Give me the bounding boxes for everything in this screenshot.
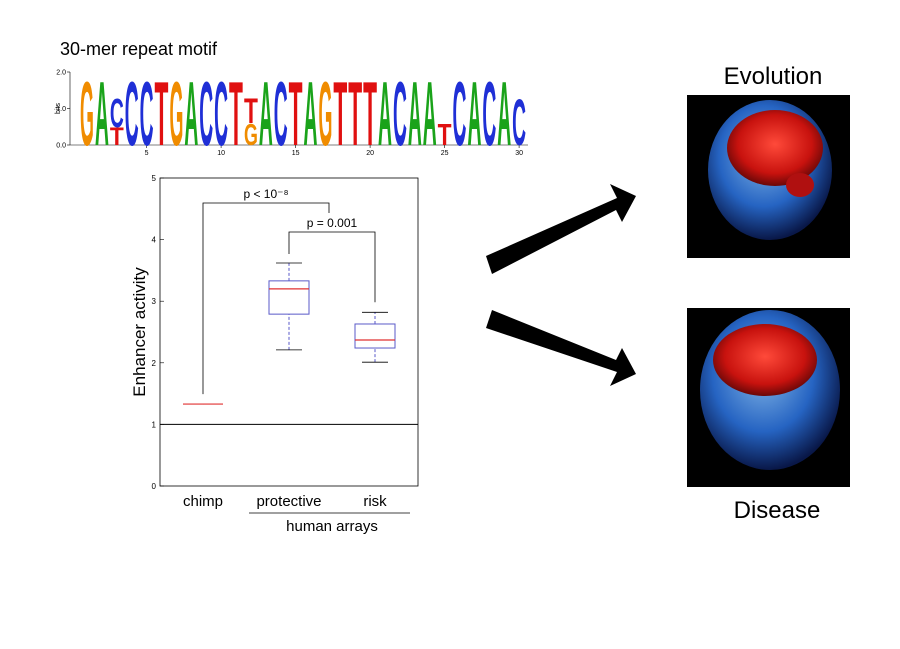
logo-letter: A [259,62,273,164]
logo-letter: C [393,62,407,164]
logo-letter: T [244,92,258,131]
y-tick-label: 2 [152,359,157,368]
y-tick-label: 1.0 [56,106,66,113]
y-axis-label: Enhancer activity [130,267,149,397]
logo-letter: A [95,62,109,164]
logo-letter: A [378,62,392,164]
logo-letter: T [155,62,169,164]
box [268,280,310,315]
box [354,323,396,349]
x-tick-label: 15 [292,150,300,157]
logo-letter: A [304,62,318,164]
logo-letter: C [512,87,526,160]
x-tick-label: chimp [183,493,223,510]
logo-letter: A [423,62,437,164]
x-tick-label: protective [256,493,321,510]
brain-image [687,308,850,487]
significance-label: p < 10⁻⁸ [243,187,288,201]
plot-frame [159,177,419,487]
logo-letter: C [110,90,124,136]
x-tick-label: 30 [515,150,523,157]
box-plot: 0 1 2 3 4 5 Enhancer activity chimp protective ri… [130,174,419,535]
arrow-up [486,184,636,274]
evolution-label: Evolution [724,63,823,90]
y-tick-label: 4 [152,236,157,245]
logo-letter: T [363,62,377,164]
logo-panel [52,63,537,157]
logo-letter: C [140,62,154,164]
logo-letter: C [214,62,228,164]
logo-letter: T [348,62,362,164]
arrow-down [486,310,636,386]
brain-image [687,95,850,258]
y-tick-label: 1 [152,420,157,429]
y-tick-label: 3 [152,297,157,306]
logo-letter: C [453,62,467,164]
x-tick-label: 10 [217,150,225,157]
logo-title: 30-mer repeat motif [60,39,218,59]
significance-bracket [288,231,376,303]
logo-letter: G [318,62,332,164]
x-tick-label: 20 [366,150,374,157]
logo-letter: C [482,62,496,164]
y-tick-label: 2.0 [56,70,66,77]
logo-letter: A [184,62,198,164]
logo-letter: A [497,62,511,164]
significance-bracket [202,202,330,395]
logo-letter: T [333,62,347,164]
logo-letter: T [289,62,303,164]
logo-letter: T [110,122,124,151]
logo-letter: C [274,62,288,164]
logo-letter: G [244,119,258,152]
y-tick-label: 0 [152,482,157,491]
logo-letter: C [199,62,213,164]
y-tick-label: 5 [152,174,157,183]
x-tick-label: 25 [441,150,449,157]
logo-letter: G [169,62,183,164]
x-tick-label: 5 [145,150,149,157]
logo-letter: G [80,62,94,164]
logo-letter: C [125,62,139,164]
x-tick-label: risk [363,493,387,510]
logo-letter: T [229,62,243,164]
logo-letter: T [438,119,452,152]
group-label: human arrays [286,518,378,535]
logo-letter: A [408,62,422,164]
logo-letter: A [467,62,481,164]
significance-label: p = 0.001 [307,216,358,230]
y-tick-label: 0.0 [56,143,66,150]
disease-label: Disease [734,497,821,524]
chart-panel [108,160,440,540]
y-axis-label: bits [55,103,62,114]
